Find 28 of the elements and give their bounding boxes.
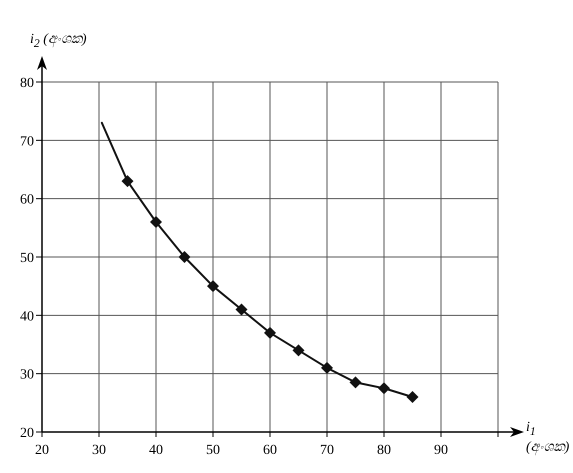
point: [122, 175, 134, 188]
point: [207, 280, 219, 292]
x-tick-label: 70: [320, 443, 334, 458]
y-axis-title: i$_{2}$ (අංශක): [30, 32, 88, 52]
x-tick-label: 20: [35, 443, 49, 458]
point: [178, 251, 190, 263]
x-tick-label: 50: [206, 443, 220, 458]
x-tick-label: 60: [263, 443, 277, 458]
point: [350, 376, 362, 388]
point: [264, 326, 276, 339]
y-tick-label: 20: [20, 426, 34, 441]
point: [378, 382, 390, 394]
x-tick-label: 40: [149, 443, 163, 458]
point: [236, 304, 248, 316]
y-tick-label: 70: [20, 134, 34, 150]
x-axis-title: i$_{1}$ (අංශක): [526, 420, 570, 456]
y-tick-label: 60: [20, 192, 34, 208]
y-tick-label: 30: [20, 368, 34, 383]
x-tick-label: 30: [92, 443, 106, 458]
y-tick-label: 40: [20, 309, 34, 324]
y-tick-label: 50: [20, 251, 34, 266]
point: [321, 362, 333, 374]
point: [406, 391, 418, 403]
x-tick-label: 90: [434, 443, 448, 458]
x-tick-label: 80: [377, 443, 391, 458]
point: [150, 216, 162, 228]
point: [292, 344, 304, 356]
y-tick-label: 80: [20, 76, 34, 91]
